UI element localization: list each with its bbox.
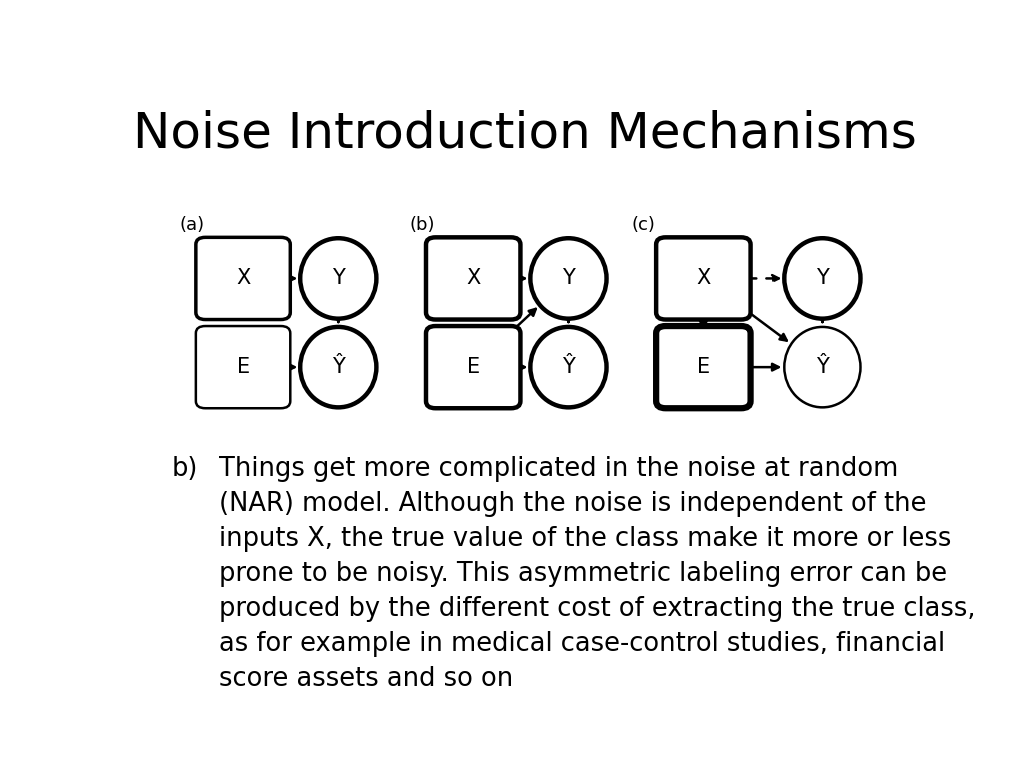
Text: Ŷ: Ŷ <box>816 357 828 377</box>
Ellipse shape <box>530 327 606 407</box>
Ellipse shape <box>300 238 377 319</box>
Text: (b): (b) <box>410 216 435 234</box>
Text: Y: Y <box>562 269 574 289</box>
Text: E: E <box>467 357 480 377</box>
Text: Y: Y <box>816 269 828 289</box>
Text: X: X <box>236 269 250 289</box>
FancyBboxPatch shape <box>196 326 290 409</box>
Text: X: X <box>696 269 711 289</box>
Text: Things get more complicated in the noise at random
(NAR) model. Although the noi: Things get more complicated in the noise… <box>219 456 976 692</box>
Text: E: E <box>237 357 250 377</box>
Text: Y: Y <box>332 269 345 289</box>
FancyBboxPatch shape <box>656 326 751 409</box>
Text: (a): (a) <box>179 216 205 234</box>
Text: E: E <box>696 357 710 377</box>
Text: Ŷ: Ŷ <box>562 357 574 377</box>
FancyBboxPatch shape <box>196 237 290 319</box>
Text: b): b) <box>172 456 198 482</box>
Text: Noise Introduction Mechanisms: Noise Introduction Mechanisms <box>133 110 916 158</box>
Ellipse shape <box>784 238 860 319</box>
FancyBboxPatch shape <box>656 237 751 319</box>
Text: (c): (c) <box>632 216 655 234</box>
Ellipse shape <box>784 327 860 407</box>
Ellipse shape <box>530 238 606 319</box>
FancyBboxPatch shape <box>426 237 520 319</box>
FancyBboxPatch shape <box>426 326 520 409</box>
Text: Ŷ: Ŷ <box>332 357 345 377</box>
Text: X: X <box>466 269 480 289</box>
Ellipse shape <box>300 327 377 407</box>
